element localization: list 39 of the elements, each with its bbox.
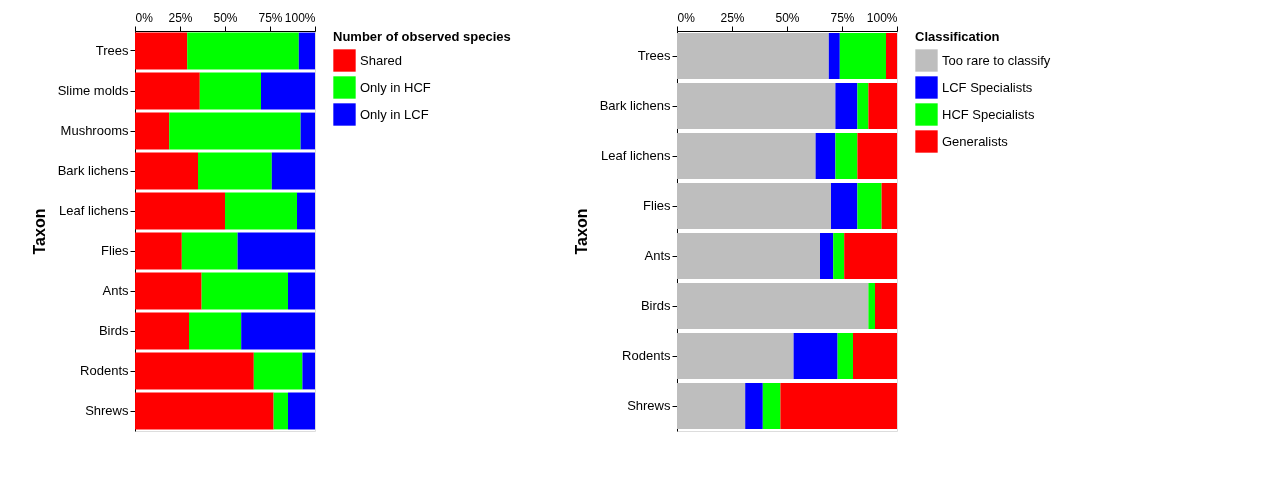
y-tick-label: Leaf lichens [601, 148, 671, 163]
y-axis-title: Taxon [30, 208, 48, 255]
x-tick-label: 25% [168, 10, 193, 25]
y-tick-label: Flies [101, 243, 129, 258]
legend-label: Too rare to classify [942, 52, 1051, 68]
y-tick-label: Birds [98, 323, 129, 338]
y-tick-label: Ants [102, 283, 129, 298]
x-tick-label: 25% [720, 10, 745, 25]
legend-label: Only in HCF [360, 79, 431, 95]
y-tick-label: Flies [643, 198, 671, 213]
y-tick-label: Shrews [627, 398, 671, 413]
legend-label: Only in LCF [360, 106, 429, 122]
y-tick-label: Rodents [622, 348, 671, 363]
y-tick-label: Leaf lichens [59, 203, 129, 218]
y-tick-label: Trees [95, 43, 129, 58]
legend-label: Generalists [942, 133, 1009, 149]
x-tick-label: 100% [866, 10, 898, 25]
y-tick-label: Shrews [85, 403, 129, 418]
x-tick-label: 0% [677, 10, 696, 25]
x-tick-label: 0% [135, 10, 154, 25]
legend-title: Number of observed species [333, 29, 511, 44]
x-tick-label: 50% [213, 10, 238, 25]
y-tick-label: Rodents [80, 363, 129, 378]
legend-label: Shared [360, 52, 402, 68]
x-tick-label: 75% [258, 10, 283, 25]
y-tick-label: Bark lichens [599, 98, 671, 113]
x-tick-label: 100% [284, 10, 316, 25]
legend-label: LCF Specialists [942, 79, 1033, 95]
x-tick-label: 75% [830, 10, 855, 25]
y-tick-label: Slime molds [57, 83, 129, 98]
y-tick-label: Birds [640, 298, 671, 313]
y-tick-label: Trees [637, 48, 671, 63]
x-tick-label: 50% [775, 10, 800, 25]
y-axis-title: Taxon [572, 208, 590, 255]
legend-title: Classification [915, 29, 1000, 44]
y-tick-label: Bark lichens [57, 163, 129, 178]
y-tick-label: Mushrooms [60, 123, 129, 138]
y-tick-label: Ants [644, 248, 671, 263]
legend-label: HCF Specialists [942, 106, 1035, 122]
